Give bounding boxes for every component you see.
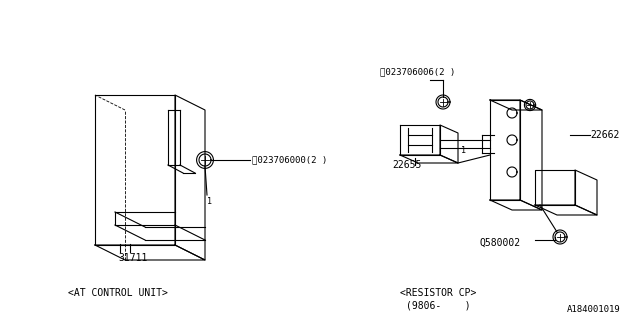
Polygon shape: [520, 100, 542, 210]
Polygon shape: [95, 95, 175, 245]
Text: A184001019: A184001019: [567, 305, 621, 314]
Polygon shape: [490, 100, 520, 200]
Polygon shape: [400, 125, 440, 155]
Text: Q580002: Q580002: [480, 238, 521, 248]
Polygon shape: [490, 100, 542, 110]
Text: 22655: 22655: [392, 160, 421, 170]
Polygon shape: [95, 245, 205, 260]
Polygon shape: [575, 170, 597, 215]
Polygon shape: [175, 95, 205, 260]
Text: ⓝ023706000(2 ): ⓝ023706000(2 ): [252, 156, 327, 164]
Text: (9806-    ): (9806- ): [406, 300, 470, 311]
Text: 31711: 31711: [118, 253, 147, 263]
Polygon shape: [535, 205, 597, 215]
Polygon shape: [490, 200, 542, 210]
Polygon shape: [440, 125, 458, 163]
Polygon shape: [400, 155, 458, 163]
Text: 1: 1: [461, 146, 465, 155]
Polygon shape: [535, 170, 575, 205]
Text: <RESISTOR CP>: <RESISTOR CP>: [400, 288, 477, 298]
Text: <AT CONTROL UNIT>: <AT CONTROL UNIT>: [68, 288, 168, 298]
Text: 1: 1: [207, 197, 212, 206]
Text: ⓝ023706006(2 ): ⓝ023706006(2 ): [380, 68, 455, 76]
Text: 22662: 22662: [590, 130, 620, 140]
